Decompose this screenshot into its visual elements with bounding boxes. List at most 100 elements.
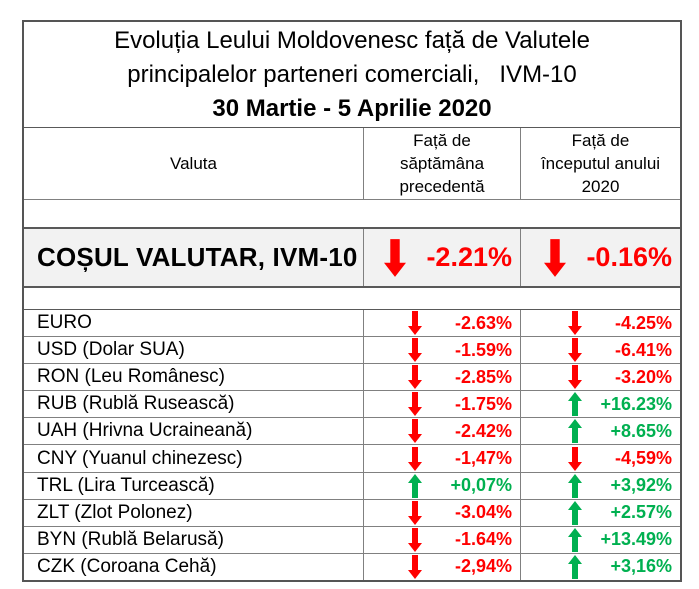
ytd-change-value: -4.25% — [614, 312, 672, 333]
table-row: USD (Dolar SUA) -1.59% -6.41% — [24, 337, 680, 365]
header-week-line: precedentă — [399, 177, 485, 196]
ytd-change-value: +3,92% — [610, 475, 672, 496]
table-row: TRL (Lira Turcească) +0,07% +3,92% — [24, 472, 680, 500]
ytd-change-value: +13.49% — [600, 529, 672, 550]
title-line-2: principalelor parteneri comerciali, IVM-… — [127, 60, 577, 88]
trend-arrow-icon — [408, 554, 422, 579]
week-change-cell: -2.63% — [364, 310, 521, 337]
currency-label: RUB (Rublă Rusească) — [24, 391, 364, 418]
ytd-change-value: -4,59% — [614, 448, 672, 469]
week-change-value: +0,07% — [450, 475, 512, 496]
trend-arrow-icon — [568, 527, 582, 552]
week-change-value: -3.04% — [454, 502, 512, 523]
trend-arrow-icon — [568, 500, 582, 525]
summary-week-value: -2.21% — [426, 242, 512, 272]
currency-label: ZLT (Zlot Polonez) — [24, 499, 364, 526]
week-change-value: -2.63% — [454, 312, 512, 333]
currency-label: UAH (Hrivna Ucraineană) — [24, 418, 364, 445]
ytd-change-cell: +3,16% — [521, 554, 680, 580]
ytd-change-value: +16.23% — [600, 393, 672, 414]
week-change-cell: -2,94% — [364, 553, 521, 580]
ytd-change-cell: +16.23% — [521, 391, 680, 417]
week-change-value: -2,94% — [454, 556, 512, 577]
title-line-1: Evoluția Leului Moldovenesc față de Valu… — [114, 26, 590, 54]
ytd-change-cell: +2.57% — [521, 500, 680, 526]
trend-arrow-icon — [408, 473, 422, 498]
ytd-change-value: -6.41% — [614, 339, 672, 360]
ytd-change-value: +2.57% — [610, 502, 672, 523]
header-ytd-line: 2020 — [581, 177, 620, 196]
trend-arrow-icon — [568, 554, 582, 579]
header-week-line: Față de — [413, 131, 471, 150]
week-change-value: -1,47% — [454, 448, 512, 469]
table-row: CNY (Yuanul chinezesc) -1,47% -4,59% — [24, 445, 680, 473]
week-change-cell: -2.42% — [364, 418, 521, 445]
summary-label: COȘUL VALUTAR, IVM-10 — [24, 229, 364, 286]
ytd-change-value: +8.65% — [610, 420, 672, 441]
trend-arrow-icon — [544, 236, 566, 280]
currency-label: BYN (Rublă Belarusă) — [24, 526, 364, 553]
header-week: Față de săptămâna precedentă — [364, 128, 521, 199]
trend-arrow-icon — [568, 338, 582, 363]
trend-arrow-icon — [568, 473, 582, 498]
table-row: EURO -2.63% -4.25% — [24, 310, 680, 338]
spacer-row — [24, 288, 680, 310]
week-change-cell: -1.59% — [364, 337, 521, 364]
trend-arrow-icon — [408, 446, 422, 471]
currency-rows: EURO -2.63% -4.25% USD (Dolar SUA) -1.59… — [24, 310, 680, 580]
table-row: BYN (Rublă Belarusă) -1.64% +13.49% — [24, 526, 680, 554]
header-ytd-line: începutul anului — [540, 154, 661, 173]
week-change-cell: +0,07% — [364, 472, 521, 499]
ytd-change-cell: -4,59% — [521, 445, 680, 471]
trend-arrow-icon — [568, 419, 582, 444]
trend-arrow-icon — [408, 500, 422, 525]
summary-row: COȘUL VALUTAR, IVM-10 -2.21% -0.16% — [24, 229, 680, 288]
week-change-value: -2.42% — [454, 420, 512, 441]
spacer-row — [24, 200, 680, 229]
week-change-value: -1.64% — [454, 529, 512, 550]
ytd-change-value: +3,16% — [610, 556, 672, 577]
trend-arrow-icon — [568, 365, 582, 390]
table-title: Evoluția Leului Moldovenesc față de Valu… — [24, 22, 680, 128]
summary-week-cell: -2.21% — [364, 229, 521, 286]
header-week-line: săptămâna — [399, 154, 485, 173]
trend-arrow-icon — [408, 338, 422, 363]
trend-arrow-icon — [408, 419, 422, 444]
header-ytd-line: Față de — [571, 131, 630, 150]
header-valuta: Valuta — [24, 128, 364, 199]
currency-label: CNY (Yuanul chinezesc) — [24, 445, 364, 472]
currency-label: TRL (Lira Turcească) — [24, 472, 364, 499]
table-row: ZLT (Zlot Polonez) -3.04% +2.57% — [24, 499, 680, 527]
trend-arrow-icon — [568, 311, 582, 336]
ytd-change-cell: -6.41% — [521, 337, 680, 363]
trend-arrow-icon — [568, 446, 582, 471]
trend-arrow-icon — [384, 236, 406, 280]
summary-ytd-value: -0.16% — [586, 242, 672, 272]
summary-ytd-cell: -0.16% — [521, 229, 680, 286]
trend-arrow-icon — [568, 392, 582, 417]
ytd-change-cell: +13.49% — [521, 527, 680, 553]
week-change-cell: -3.04% — [364, 499, 521, 526]
trend-arrow-icon — [408, 527, 422, 552]
week-change-cell: -1,47% — [364, 445, 521, 472]
ytd-change-cell: -3.20% — [521, 364, 680, 390]
currency-evolution-table: Evoluția Leului Moldovenesc față de Valu… — [22, 20, 682, 582]
table-row: CZK (Coroana Cehă) -2,94% +3,16% — [24, 553, 680, 580]
ytd-change-cell: -4.25% — [521, 310, 680, 336]
ytd-change-cell: +3,92% — [521, 473, 680, 499]
currency-label: EURO — [24, 310, 364, 337]
currency-label: RON (Leu Românesc) — [24, 364, 364, 391]
title-period: 30 Martie - 5 Aprilie 2020 — [212, 94, 492, 122]
week-change-cell: -2.85% — [364, 364, 521, 391]
ytd-change-value: -3.20% — [614, 366, 672, 387]
table-row: UAH (Hrivna Ucraineană) -2.42% +8.65% — [24, 418, 680, 446]
week-change-value: -1.59% — [454, 339, 512, 360]
week-change-value: -2.85% — [454, 366, 512, 387]
week-change-cell: -1.64% — [364, 526, 521, 553]
table-row: RON (Leu Românesc) -2.85% -3.20% — [24, 364, 680, 392]
week-change-value: -1.75% — [454, 393, 512, 414]
table-row: RUB (Rublă Rusească) -1.75% +16.23% — [24, 391, 680, 419]
header-row: Valuta Față de săptămâna precedentă Față… — [24, 128, 680, 200]
currency-label: CZK (Coroana Cehă) — [24, 553, 364, 580]
